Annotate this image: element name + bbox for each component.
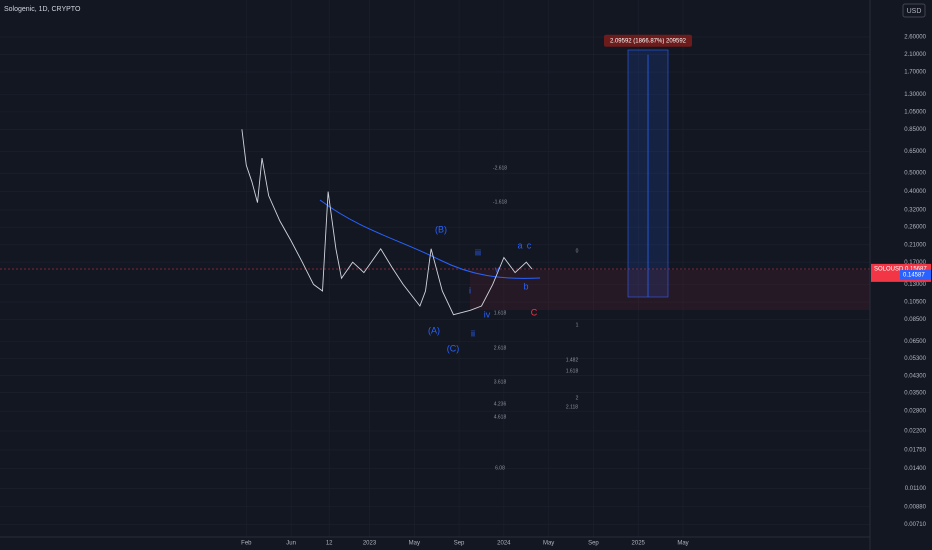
annotation: 2 (576, 395, 579, 401)
chart-title: Sologenic, 1D, CRYPTO (4, 6, 81, 13)
y-tick-label: 1.30000 (904, 92, 926, 98)
grid (0, 0, 870, 537)
y-tick-label: 2.10000 (904, 52, 926, 58)
annotation: ii (471, 328, 475, 338)
annotation: i (469, 285, 471, 295)
y-tick-label: 0.04300 (904, 373, 926, 379)
x-tick-label: Jun (286, 541, 296, 547)
y-tick-label: 1.70000 (904, 70, 926, 76)
price-symbol: SOLOUSD (874, 266, 904, 272)
x-tick-label: Sep (588, 541, 599, 547)
x-tick-label: 12 (326, 541, 333, 547)
y-tick-label: 0.00880 (904, 504, 926, 510)
annotation: 1.618 (494, 310, 507, 316)
ma-value: 0.14587 (903, 272, 925, 278)
y-tick-label: 0.01750 (904, 448, 926, 454)
annotation: 1.482 (566, 357, 579, 363)
y-tick-label: 0.02800 (904, 409, 926, 415)
target-tag (604, 34, 692, 47)
y-tick-label: 0.01100 (905, 486, 927, 492)
x-tick-label: Sep (454, 541, 465, 547)
annotation: -2.618 (493, 165, 507, 171)
y-tick-label: 0.02200 (904, 429, 926, 435)
annotation: 1 (576, 322, 579, 328)
y-tick-label: 0.65000 (904, 149, 926, 155)
y-tick-label: 0.21000 (904, 242, 926, 248)
y-tick-label: 0.08500 (904, 317, 926, 323)
annotation: 4.236 (494, 401, 507, 407)
y-tick-label: 0.13000 (904, 282, 926, 288)
annotation: 3.618 (494, 379, 507, 385)
currency-button[interactable] (902, 3, 926, 18)
price-value: 0.15687 (905, 266, 927, 272)
x-tick-label: Feb (241, 541, 252, 547)
annotation: 6.08 (495, 465, 505, 471)
annotation: 0 (576, 248, 579, 254)
annotation: (C) (447, 343, 460, 353)
y-tick-label: 0.85000 (904, 127, 926, 133)
y-tick-label: 1.05000 (904, 109, 926, 115)
zone (470, 270, 870, 310)
y-tick-label: 0.26000 (904, 225, 926, 231)
target-text: 2.09592 (1866.87%) 209592 (610, 38, 687, 44)
annotation: iv (484, 309, 491, 319)
x-tick-label: May (543, 541, 554, 547)
x-tick-label: May (677, 541, 688, 547)
price-line (241, 129, 533, 316)
annotation: c (527, 240, 532, 250)
y-tick-label: 2.60000 (904, 35, 926, 41)
x-tick-label: 2023 (363, 541, 377, 547)
y-tick-label: 0.10500 (904, 300, 926, 306)
annotation: b (523, 281, 528, 291)
x-tick-label: May (409, 541, 420, 547)
x-tick-label: 2025 (632, 541, 646, 547)
annotation: (A) (428, 325, 440, 335)
annotation: v (495, 264, 500, 274)
y-tick-label: 0.00710 (904, 522, 926, 528)
annotation: (B) (435, 224, 447, 234)
y-tick-label: 0.05300 (904, 356, 926, 362)
y-tick-label: 0.50000 (904, 171, 926, 177)
y-tick-label: 0.17000 (904, 260, 926, 266)
currency[interactable]: USD (907, 8, 922, 15)
y-tick-label: 0.06500 (904, 339, 926, 345)
annotation: 1.618 (566, 368, 579, 374)
x-tick-label: 2024 (497, 541, 511, 547)
annotation: 2.118 (566, 404, 578, 410)
y-tick-label: 0.01400 (904, 466, 926, 472)
plot (241, 129, 533, 316)
moving-average (319, 199, 541, 279)
annotation: iii (475, 247, 481, 257)
annotation: 2.618 (494, 345, 507, 351)
annotation: C (531, 307, 538, 317)
ma-tag (900, 269, 931, 280)
y-tick-label: 0.32000 (904, 208, 926, 214)
annotation: -1.618 (493, 199, 507, 205)
annotation: 4.618 (494, 414, 507, 420)
y-tick-label: 0.03500 (904, 390, 926, 396)
annotation: a (517, 240, 522, 250)
y-tick-label: 0.40000 (904, 189, 926, 195)
